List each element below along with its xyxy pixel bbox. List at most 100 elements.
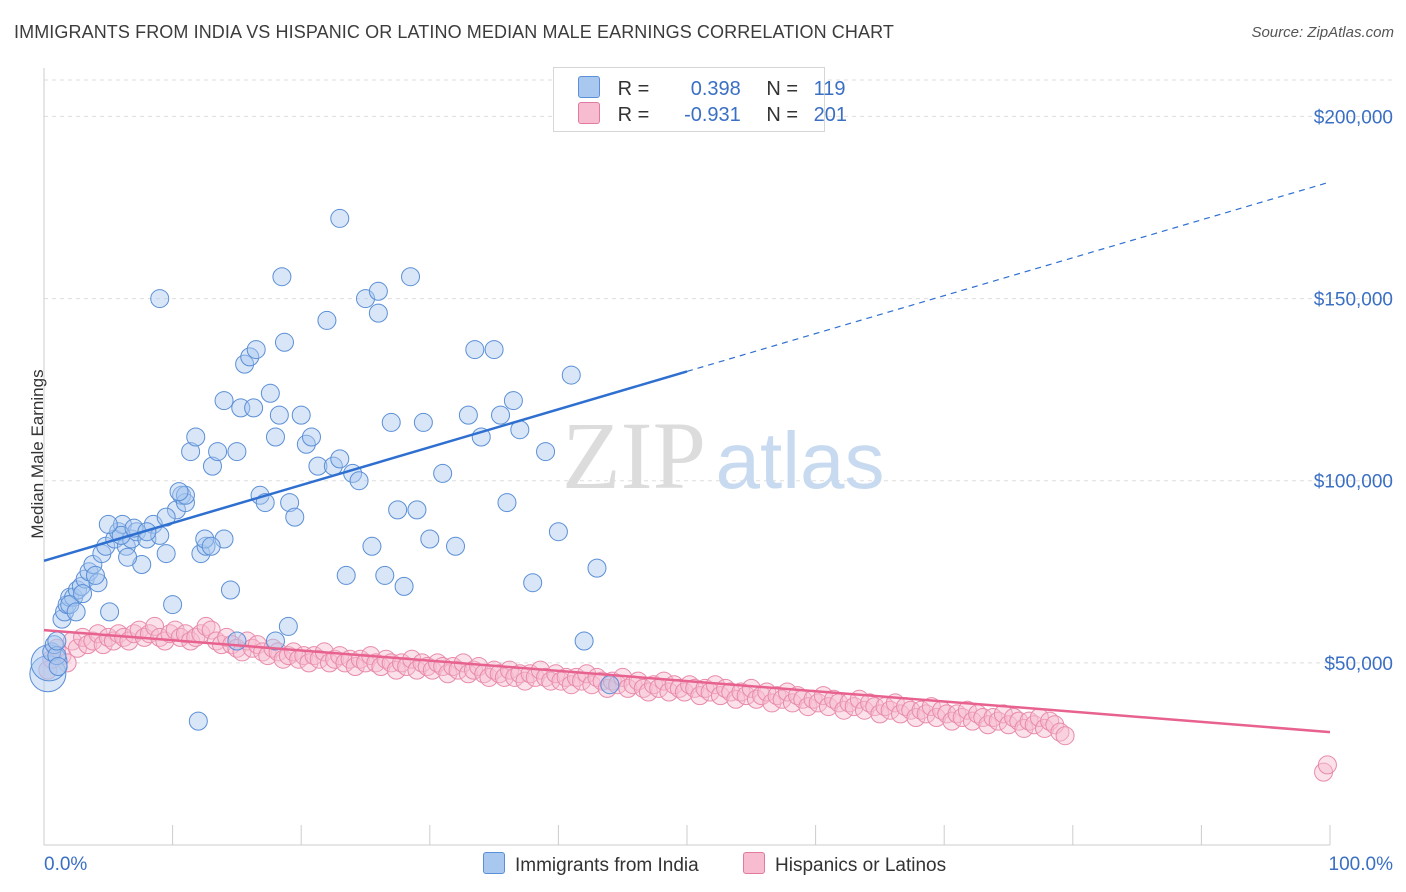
india-point bbox=[280, 493, 300, 513]
india-point bbox=[169, 482, 189, 502]
hispanic-point bbox=[741, 678, 761, 698]
india-point bbox=[156, 544, 176, 564]
source-label: Source: ZipAtlas.com bbox=[1251, 24, 1394, 41]
india-point bbox=[368, 303, 388, 323]
india-point bbox=[420, 529, 440, 549]
hispanic-point bbox=[731, 682, 751, 702]
hispanic-point bbox=[767, 686, 787, 706]
hispanic-point bbox=[412, 653, 432, 673]
n-value-india: 119 bbox=[813, 78, 846, 100]
hispanic-point bbox=[489, 664, 509, 684]
r-value-hispanic: -0.931 bbox=[684, 104, 741, 126]
hispanic-point bbox=[109, 624, 129, 644]
india-point bbox=[536, 442, 556, 462]
india-trend-line bbox=[43, 370, 688, 563]
india-point bbox=[291, 405, 311, 425]
india-point bbox=[100, 602, 120, 622]
india-point bbox=[195, 529, 215, 549]
hispanic-point bbox=[206, 631, 226, 651]
hispanic-point bbox=[160, 624, 180, 644]
legend-item-india[interactable]: Immigrants from India bbox=[483, 852, 699, 877]
india-trend-extension bbox=[686, 181, 1331, 373]
india-point bbox=[375, 565, 395, 585]
india-point bbox=[220, 580, 240, 600]
india-point bbox=[330, 449, 350, 469]
india-point bbox=[401, 267, 421, 287]
india-point bbox=[407, 500, 427, 520]
india-point bbox=[548, 522, 568, 542]
hispanic-point bbox=[921, 697, 941, 717]
india-point bbox=[66, 602, 86, 622]
hispanic-point bbox=[644, 675, 664, 695]
hispanic-point bbox=[38, 660, 58, 680]
india-point bbox=[317, 310, 337, 330]
india-point bbox=[265, 427, 285, 447]
hispanic-point bbox=[746, 689, 766, 709]
legend-bottom-swatch-hispanic bbox=[743, 852, 765, 874]
india-point bbox=[186, 427, 206, 447]
y-tick-label: $150,000 bbox=[1314, 290, 1393, 311]
hispanic-point bbox=[366, 653, 386, 673]
india-point bbox=[458, 405, 478, 425]
india-point bbox=[208, 442, 228, 462]
watermark-atlas: atlas bbox=[716, 416, 885, 505]
india-point bbox=[336, 565, 356, 585]
legend-item-hispanic[interactable]: Hispanics or Latinos bbox=[743, 852, 946, 877]
hispanic-point bbox=[1050, 722, 1070, 742]
hispanic-point bbox=[278, 646, 298, 666]
y-axis-label: Median Male Earnings bbox=[28, 369, 47, 539]
india-point bbox=[118, 547, 138, 567]
india-point bbox=[272, 267, 292, 287]
india-point bbox=[349, 471, 369, 491]
india-point bbox=[301, 427, 321, 447]
india-point bbox=[88, 573, 108, 593]
hispanic-point bbox=[67, 638, 87, 658]
hispanic-trend-line bbox=[43, 628, 1331, 734]
hispanic-point bbox=[618, 678, 638, 698]
india-point bbox=[388, 500, 408, 520]
india-point bbox=[260, 383, 280, 403]
india-point bbox=[285, 507, 305, 527]
y-tick-label: $100,000 bbox=[1314, 472, 1393, 493]
legend-swatch-india bbox=[578, 76, 600, 98]
hispanic-point bbox=[633, 678, 653, 698]
x-tick-label: 0.0% bbox=[44, 854, 87, 875]
y-tick-label: $200,000 bbox=[1314, 107, 1393, 128]
legend-bottom-label-india: Immigrants from India bbox=[515, 855, 699, 876]
india-point bbox=[265, 631, 285, 651]
hispanic-point bbox=[1055, 726, 1075, 746]
n-value-hispanic: 201 bbox=[813, 104, 847, 126]
hispanic-point bbox=[1317, 755, 1337, 775]
r-label-india: R = bbox=[617, 78, 650, 100]
india-point bbox=[60, 595, 80, 615]
legend-swatch-hispanic bbox=[578, 102, 600, 124]
india-point bbox=[413, 412, 433, 432]
india-point bbox=[269, 405, 289, 425]
india-point bbox=[98, 514, 118, 534]
india-point bbox=[308, 456, 328, 476]
hispanic-point bbox=[1019, 711, 1039, 731]
india-point bbox=[246, 340, 266, 360]
hispanic-point bbox=[196, 616, 216, 636]
india-point bbox=[278, 616, 298, 636]
india-point bbox=[587, 558, 607, 578]
n-label-india: N = bbox=[766, 78, 799, 100]
hispanic-point bbox=[98, 627, 118, 647]
india-point bbox=[574, 631, 594, 651]
india-point bbox=[274, 332, 294, 352]
hispanic-point bbox=[536, 667, 556, 687]
india-point bbox=[491, 405, 511, 425]
hispanic-point bbox=[957, 700, 977, 720]
hispanic-point bbox=[232, 642, 252, 662]
india-point bbox=[67, 580, 87, 600]
y-tick-label: $50,000 bbox=[1324, 654, 1393, 675]
series-legend: Immigrants from India Hispanics or Latin… bbox=[0, 852, 1406, 878]
hispanic-point bbox=[42, 649, 62, 669]
hispanic-point bbox=[993, 704, 1013, 724]
hispanic-point bbox=[201, 620, 221, 640]
india-point bbox=[368, 281, 388, 301]
india-point bbox=[163, 595, 183, 615]
india-point bbox=[446, 536, 466, 556]
india-point bbox=[523, 573, 543, 593]
india-point bbox=[227, 442, 247, 462]
